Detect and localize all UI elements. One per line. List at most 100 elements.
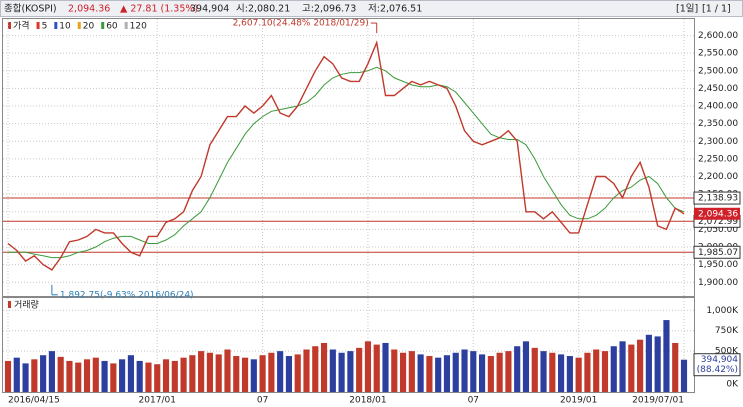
level-label: 2,072.99 — [698, 217, 738, 227]
volume-bar — [672, 342, 679, 392]
level-box — [693, 191, 741, 205]
level-box — [693, 245, 741, 259]
volume-bar — [189, 355, 196, 392]
y-tick-label: 2,600.00 — [698, 31, 738, 41]
series-line — [8, 66, 685, 259]
volume-bar — [224, 349, 231, 392]
y-tick-label: 1,000K — [706, 306, 739, 316]
volume-bar — [215, 354, 222, 392]
index-name: 종합(KOSPI) — [4, 4, 57, 15]
volume-last-label: 394,904 — [701, 355, 738, 365]
volume-bar — [145, 362, 152, 392]
volume-bar — [83, 359, 91, 392]
volume-bar — [522, 341, 530, 392]
volume-bar — [505, 351, 512, 392]
volume-bar — [110, 363, 117, 392]
legend-label: 60 — [106, 22, 118, 32]
volume-bar — [566, 356, 573, 392]
change: ▲ 27.81 (1.35%) — [120, 4, 198, 15]
volume-bar — [48, 351, 55, 392]
legend-label: 5 — [42, 22, 48, 32]
y-tick-label: 1,950.00 — [698, 260, 738, 270]
annotation: 2,607.10(24.48% 2018/01/29) — [233, 19, 369, 29]
volume-bar — [637, 339, 644, 392]
volume-bar — [198, 351, 205, 392]
volume-bar — [31, 359, 38, 392]
volume-bar — [558, 354, 565, 392]
x-tick-label: 07 — [257, 396, 268, 406]
volume-bar — [294, 354, 301, 392]
volume-bar — [92, 357, 99, 392]
y-tick-label: 2,450.00 — [698, 84, 738, 94]
volume-bar — [496, 352, 503, 392]
volume-bar — [628, 344, 635, 392]
volume-bar — [162, 359, 170, 392]
volume-share: (88.42%) — [697, 365, 738, 375]
volume-bar — [268, 352, 275, 392]
legend-label: 10 — [59, 22, 71, 32]
volume: 394,904 — [190, 4, 229, 15]
volume-bar — [40, 355, 47, 392]
y-tick-label: 2,400.00 — [698, 102, 738, 112]
volume-bar — [356, 347, 363, 392]
legend-label: 20 — [83, 22, 95, 32]
price-frame — [2, 18, 695, 297]
volume-bar — [285, 356, 293, 392]
y-tick-label: 2,350.00 — [698, 119, 738, 129]
x-tick-label: 2019/07/01 — [632, 396, 684, 406]
y-tick-label: 2,250.00 — [698, 154, 738, 164]
volume-bar — [470, 351, 477, 392]
y-tick-label: 750K — [715, 326, 739, 336]
volume-bar — [329, 349, 336, 392]
last-box — [694, 207, 740, 220]
open: 시:2,080.21 — [236, 4, 290, 15]
volume-bar — [540, 351, 547, 392]
legend: 가격 5 10 20 60 120 — [8, 20, 147, 32]
volume-bar — [435, 357, 442, 392]
annotation: 1,892.75(-9.63% 2016/06/24) — [60, 290, 194, 300]
y-tick-label: 2,300.00 — [698, 137, 738, 147]
x-tick-label: 2018/01 — [349, 396, 386, 406]
volume-bar — [391, 349, 398, 392]
y-tick-label: 2,550.00 — [698, 49, 738, 59]
volume-bar — [171, 360, 178, 392]
volume-bar — [119, 359, 126, 392]
volume-bar — [443, 355, 451, 392]
x-tick-label: 2019/01 — [560, 396, 597, 406]
volume-bar — [66, 360, 73, 392]
volume-bar — [461, 349, 468, 392]
volume-bar — [610, 346, 617, 392]
volume-bar — [22, 363, 29, 392]
volume-bar — [575, 357, 582, 392]
volume-last-box — [693, 353, 741, 377]
volume-bar — [584, 352, 591, 392]
volume-bar — [4, 360, 12, 392]
volume-bar — [373, 344, 380, 392]
y-tick-label: 1,900.00 — [698, 278, 738, 288]
volume-bar — [619, 341, 626, 392]
period[interactable]: [1일] — [676, 4, 698, 15]
x-tick-label: 2016/04/15 — [8, 396, 60, 406]
high: 고:2,096.73 — [302, 4, 356, 15]
volume-bar — [601, 351, 609, 392]
page[interactable]: [1 / 1] — [702, 4, 731, 15]
x-tick-label: 07 — [468, 396, 479, 406]
volume-bar — [277, 351, 284, 392]
volume-bar — [241, 357, 249, 392]
volume-bar — [136, 360, 143, 392]
level-label: 2,138.93 — [698, 194, 738, 204]
volume-bar — [101, 360, 108, 392]
legend-swatch — [8, 301, 11, 308]
volume-bar — [57, 356, 64, 392]
legend-swatch — [101, 22, 105, 29]
volume-bar — [426, 356, 433, 392]
volume-bar — [417, 354, 424, 392]
volume-bar — [514, 346, 521, 392]
level-label: 1,985.07 — [698, 248, 738, 258]
legend-swatch — [124, 22, 128, 29]
volume-bar — [154, 364, 161, 392]
volume-bar — [479, 354, 486, 392]
volume-bar — [320, 342, 328, 392]
volume-bar — [259, 355, 266, 392]
series-line — [7, 40, 685, 271]
